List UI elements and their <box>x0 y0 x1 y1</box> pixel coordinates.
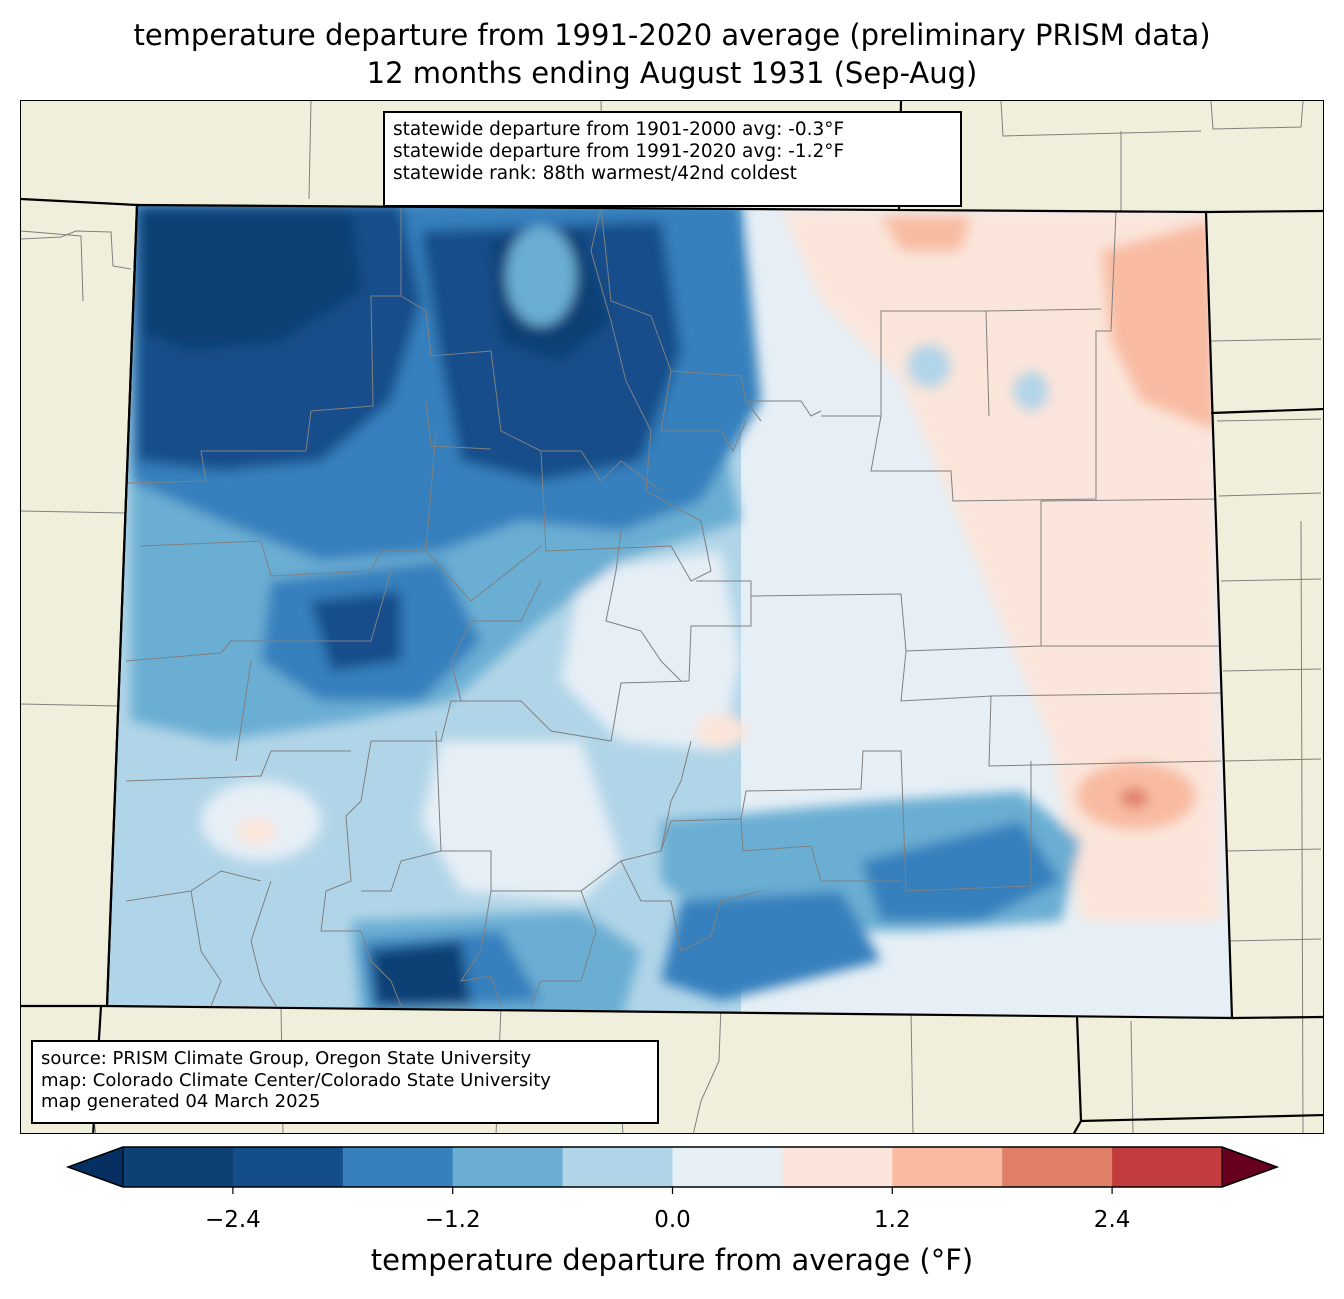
credits-map: map: Colorado Climate Center/Colorado St… <box>41 1069 551 1091</box>
colorbar-segment <box>782 1147 893 1187</box>
stats-departure-1991-2020: statewide departure from 1991-2020 avg: … <box>393 141 845 162</box>
colorbar-tick-label: 0.0 <box>654 1207 691 1233</box>
colorbar-under-arrow <box>66 1146 124 1188</box>
colorbar <box>65 1146 1280 1194</box>
colorbar-segment <box>452 1147 564 1187</box>
colorbar-segment <box>342 1147 454 1187</box>
map-title-line1: temperature departure from 1991-2020 ave… <box>133 18 1211 52</box>
credits-generated: map generated 04 March 2025 <box>41 1091 321 1112</box>
colorbar-tick-label: 1.2 <box>874 1207 911 1233</box>
credits-source: source: PRISM Climate Group, Oregon Stat… <box>41 1048 532 1069</box>
colorbar-segment <box>123 1147 234 1187</box>
map-panel <box>20 100 1324 1134</box>
colorado-temperature-map <box>21 101 1323 1133</box>
colorbar-outline <box>65 1146 1280 1188</box>
colorbar-label: temperature departure from average (°F) <box>370 1243 974 1277</box>
colorbar-tick-label: −1.2 <box>424 1207 481 1233</box>
temperature-field <box>107 205 1232 1018</box>
stats-departure-1901-2000: statewide departure from 1901-2000 avg: … <box>393 119 845 140</box>
colorbar-segment <box>1112 1147 1223 1187</box>
colorbar-segment <box>232 1147 344 1187</box>
colorbar-segments <box>123 1147 1223 1187</box>
statewide-stats-box: statewide departure from 1901-2000 avg: … <box>383 111 962 207</box>
credits-box: source: PRISM Climate Group, Oregon Stat… <box>31 1040 659 1124</box>
colorado-county-lines <box>125 206 1222 1007</box>
colorbar-segment <box>562 1147 673 1187</box>
colorbar-over-arrow <box>1221 1146 1279 1188</box>
colorbar-segment <box>672 1147 783 1187</box>
colorbar-tick-label: −2.4 <box>204 1207 261 1233</box>
map-title-line2: 12 months ending August 1931 (Sep-Aug) <box>366 56 978 90</box>
stats-rank: statewide rank: 88th warmest/42nd coldes… <box>393 163 797 184</box>
state-borders <box>21 101 1323 1133</box>
colorbar-segment <box>1002 1147 1113 1187</box>
colorbar-tick-label: 2.4 <box>1093 1207 1131 1233</box>
colorbar-segment <box>892 1147 1003 1187</box>
colorbar-ticks <box>232 1187 1113 1194</box>
